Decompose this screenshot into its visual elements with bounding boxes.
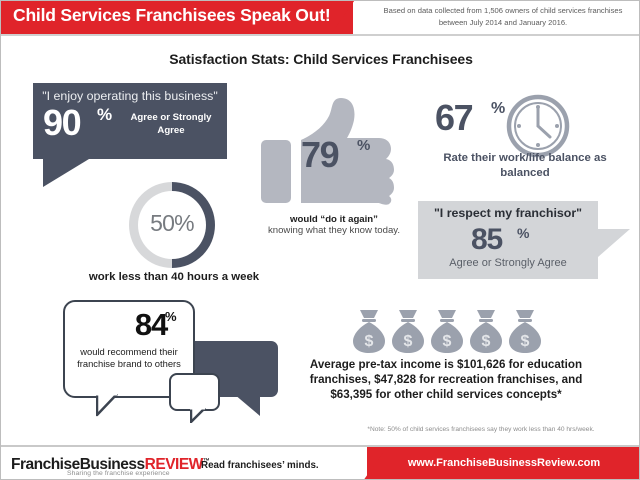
footer-slogan: Read franchisees’ minds. bbox=[201, 460, 319, 471]
respect-quote: "I respect my franchisor" bbox=[433, 206, 583, 220]
footer-website-url[interactable]: www.FranchiseBusinessReview.com bbox=[407, 457, 601, 469]
svg-text:$: $ bbox=[404, 333, 413, 350]
hours-donut-chart bbox=[129, 182, 215, 268]
speech-bubble-outline-tail-icon bbox=[95, 392, 118, 417]
speech-bubble-small-decorative bbox=[169, 373, 220, 411]
speech-bubble-tail-icon bbox=[598, 229, 630, 257]
svg-text:$: $ bbox=[365, 333, 374, 350]
thumbs-up-icon bbox=[259, 96, 399, 211]
respect-percent-symbol: % bbox=[517, 225, 530, 241]
logo-text-primary: FranchiseBusiness bbox=[11, 456, 145, 474]
enjoy-quote: "I enjoy operating this business" bbox=[42, 89, 218, 103]
page-title: Child Services Franchisees Speak Out! bbox=[13, 5, 331, 25]
logo-text-review: REVIEW bbox=[144, 456, 204, 474]
speech-bubble-small-tail-icon bbox=[189, 406, 206, 424]
enjoy-value: 90 bbox=[43, 102, 82, 143]
donut-hole bbox=[138, 191, 206, 259]
header-subtitle: Based on data collected from 1,506 owner… bbox=[383, 6, 623, 27]
header-red-banner bbox=[1, 1, 353, 34]
stat-card-enjoy bbox=[33, 83, 227, 159]
footer-divider bbox=[1, 445, 639, 447]
footer-red-banner bbox=[367, 447, 639, 479]
do-it-again-percent-symbol: % bbox=[357, 137, 371, 154]
speech-bubble-tail-icon bbox=[43, 159, 89, 187]
enjoy-caption: Agree or Strongly Agree bbox=[130, 112, 212, 136]
svg-text:$: $ bbox=[482, 333, 491, 350]
trademark-icon: ™ bbox=[202, 458, 210, 465]
money-bag-icons: $ $ $ $ bbox=[351, 308, 541, 354]
do-it-again-value: 79 bbox=[301, 134, 340, 175]
header-divider bbox=[1, 34, 639, 36]
work-life-percent-symbol: % bbox=[491, 100, 506, 117]
recommend-value: 84 bbox=[134, 307, 168, 342]
svg-text:$: $ bbox=[521, 333, 530, 350]
hours-value: 50% bbox=[150, 210, 194, 236]
brand-logo[interactable]: FranchiseBusinessREVIEW™ bbox=[11, 453, 210, 474]
respect-value: 85 bbox=[471, 223, 503, 256]
footnote: *Note: 50% of child services franchisees… bbox=[367, 426, 595, 433]
hours-caption: work less than 40 hours a week bbox=[88, 271, 260, 283]
clock-icon bbox=[506, 94, 570, 158]
respect-caption: Agree or Strongly Agree bbox=[449, 257, 567, 269]
stat-card-respect bbox=[418, 201, 598, 279]
recommend-caption: would recommend their franchise brand to… bbox=[77, 346, 181, 369]
svg-text:$: $ bbox=[443, 333, 452, 350]
logo-tagline: Sharing the franchise experience bbox=[67, 470, 170, 477]
section-title: Satisfaction Stats: Child Services Franc… bbox=[169, 51, 473, 67]
do-it-again-caption-line1: would “do it again” bbox=[290, 214, 378, 225]
work-life-value: 67 bbox=[435, 97, 474, 138]
income-text: Average pre-tax income is $101,626 for e… bbox=[309, 358, 583, 401]
recommend-percent-symbol: % bbox=[165, 309, 177, 324]
do-it-again-caption-line2: knowing what they know today. bbox=[267, 225, 401, 236]
speech-bubble-dark-tail-icon bbox=[234, 394, 260, 416]
enjoy-percent-symbol: % bbox=[97, 105, 113, 124]
header-bar: Child Services Franchisees Speak Out! Ba… bbox=[1, 1, 639, 34]
work-life-caption: Rate their work/life balance as balanced bbox=[443, 152, 607, 179]
